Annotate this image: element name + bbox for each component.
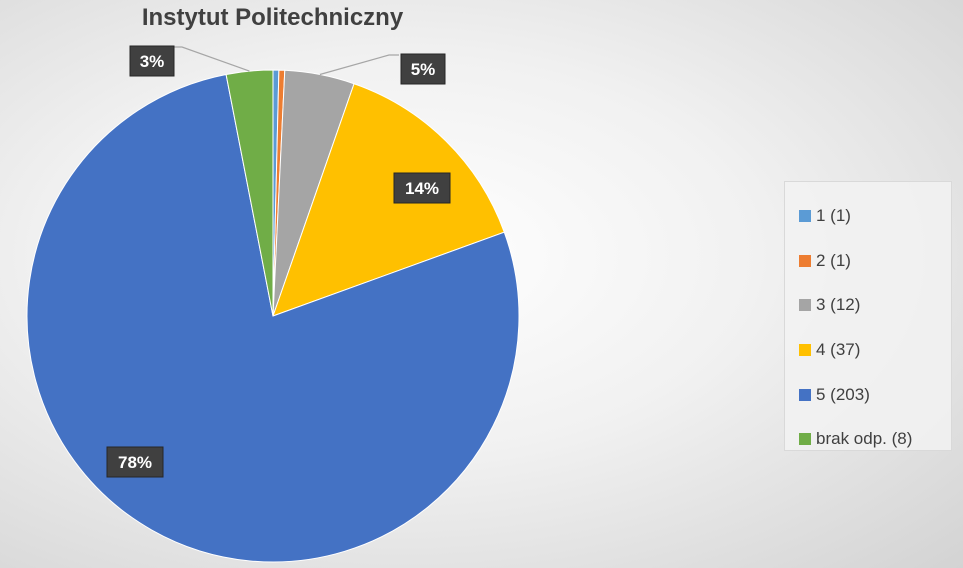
legend-swatch [799, 388, 811, 401]
data-label-box-brak-odp-8 [129, 45, 175, 77]
legend-item-1-1: 1 (1) [785, 194, 951, 239]
legend-item-3-12: 3 (12) [785, 283, 951, 328]
legend-item-brak-odp-8: brak odp. (8) [785, 417, 951, 462]
leader-line-brak-odp-8 [172, 46, 250, 72]
legend-label: 5 (203) [816, 384, 870, 404]
legend-label: 2 (1) [816, 250, 851, 270]
leader-line-3-12 [319, 54, 399, 76]
legend-swatch [799, 210, 811, 223]
legend-swatch [799, 299, 811, 312]
legend-label: 3 (12) [816, 295, 861, 315]
pie-slice-5-203 [26, 73, 520, 563]
legend-swatch [799, 433, 811, 446]
chart-title: Instytut Politechniczny [141, 4, 404, 31]
data-label-box-5-203 [106, 446, 164, 478]
data-label-box-3-12 [400, 53, 446, 85]
data-label-box-4-37 [393, 172, 451, 204]
legend-label: brak odp. (8) [816, 429, 913, 449]
legend-item-5-203: 5 (203) [785, 372, 951, 417]
legend-swatch [799, 344, 811, 357]
pie-slice-4-37 [272, 83, 505, 317]
data-label-3-12: 5% [411, 60, 436, 79]
legend-item-4-37: 4 (37) [785, 328, 951, 373]
data-label-5-203: 78% [118, 453, 152, 472]
legend-swatch [799, 254, 811, 267]
data-label-4-37: 14% [405, 179, 439, 198]
legend-label: 4 (37) [816, 340, 861, 360]
legend-label: 1 (1) [816, 206, 851, 226]
data-label-brak-odp-8: 3% [140, 52, 165, 71]
chart-legend: 1 (1) 2 (1) 3 (12) 4 (37) 5 (203) brak odp. (… [784, 181, 952, 451]
pie-slice-brak-odp-8 [225, 69, 274, 317]
legend-item-2-1: 2 (1) [785, 239, 951, 284]
